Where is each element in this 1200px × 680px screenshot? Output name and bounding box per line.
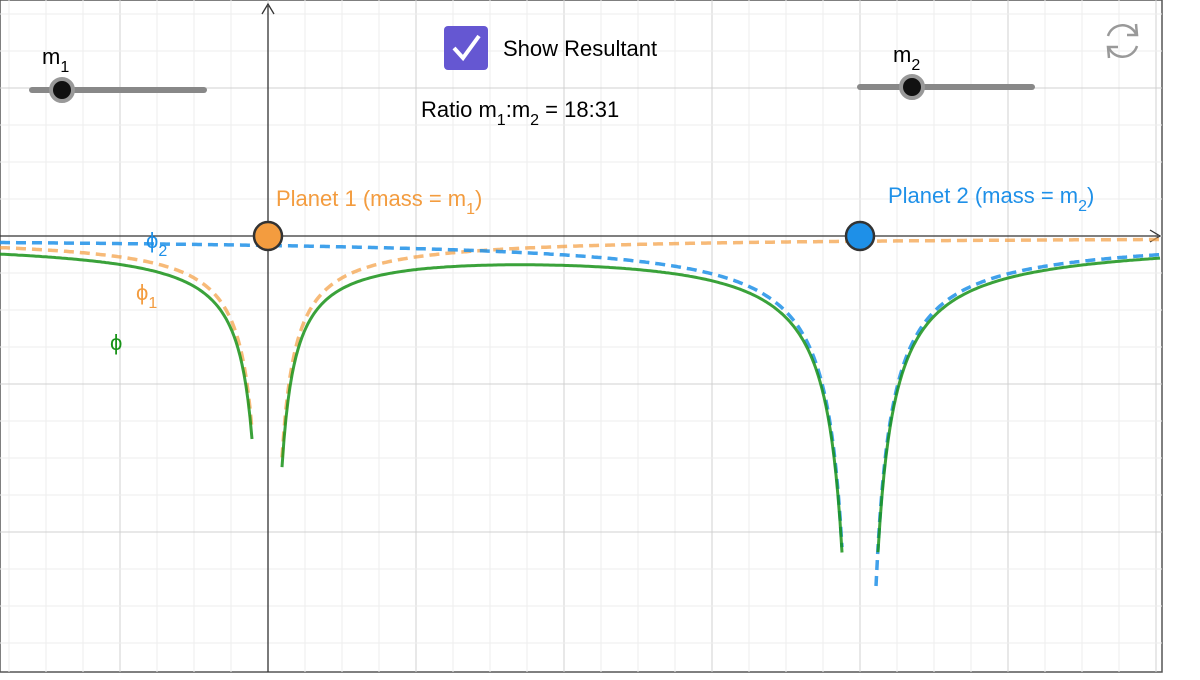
planet-1[interactable]	[252, 220, 284, 252]
ratio-mid: :m	[506, 97, 530, 122]
planet-label: Planet 1 (mass = m1)	[276, 186, 482, 218]
planet-sub: 2	[1078, 198, 1087, 215]
phi-curve	[0, 252, 1161, 553]
ratio-suffix: = 18:31	[539, 97, 619, 122]
checkbox-label[interactable]: Show Resultant	[503, 36, 657, 61]
curve-base: ϕ	[136, 280, 148, 305]
curve-label: ϕ2	[146, 228, 167, 260]
checkmark	[452, 34, 481, 62]
ratio-text: Ratio m1:m2 = 18:31	[421, 97, 619, 129]
label-sub: 1	[60, 59, 69, 76]
curve-sub: 2	[158, 243, 167, 260]
slider-label: m1	[42, 44, 69, 76]
curve-label: ϕ	[110, 330, 122, 355]
planet-close: )	[475, 186, 482, 211]
label-base: m	[893, 42, 911, 67]
ratio-sub: 1	[497, 112, 506, 129]
slider-label: m2	[893, 42, 920, 74]
phi-1-curve	[0, 237, 1160, 458]
curve-base: ϕ	[146, 228, 158, 253]
slider-knob[interactable]	[49, 77, 75, 103]
curves	[0, 237, 1161, 587]
y-axis-arrow	[261, 2, 275, 15]
planet-close: )	[1087, 183, 1094, 208]
checkbox[interactable]	[444, 26, 488, 70]
phi-2-curve	[0, 240, 1161, 587]
ratio-prefix: Ratio m	[421, 97, 497, 122]
curve-sub: 1	[148, 295, 157, 312]
planet-label: Planet 2 (mass = m2)	[888, 183, 1094, 215]
slider-knob[interactable]	[899, 74, 925, 100]
planet-text: Planet 2 (mass = m	[888, 183, 1078, 208]
curve-label: ϕ1	[136, 280, 157, 312]
planet-sub: 1	[466, 201, 475, 218]
label-sub: 2	[911, 57, 920, 74]
label-base: m	[42, 44, 60, 69]
refresh-button[interactable]	[1106, 23, 1139, 59]
planet-2[interactable]	[844, 220, 876, 252]
planet-text: Planet 1 (mass = m	[276, 186, 466, 211]
ratio-sub: 2	[530, 112, 539, 129]
